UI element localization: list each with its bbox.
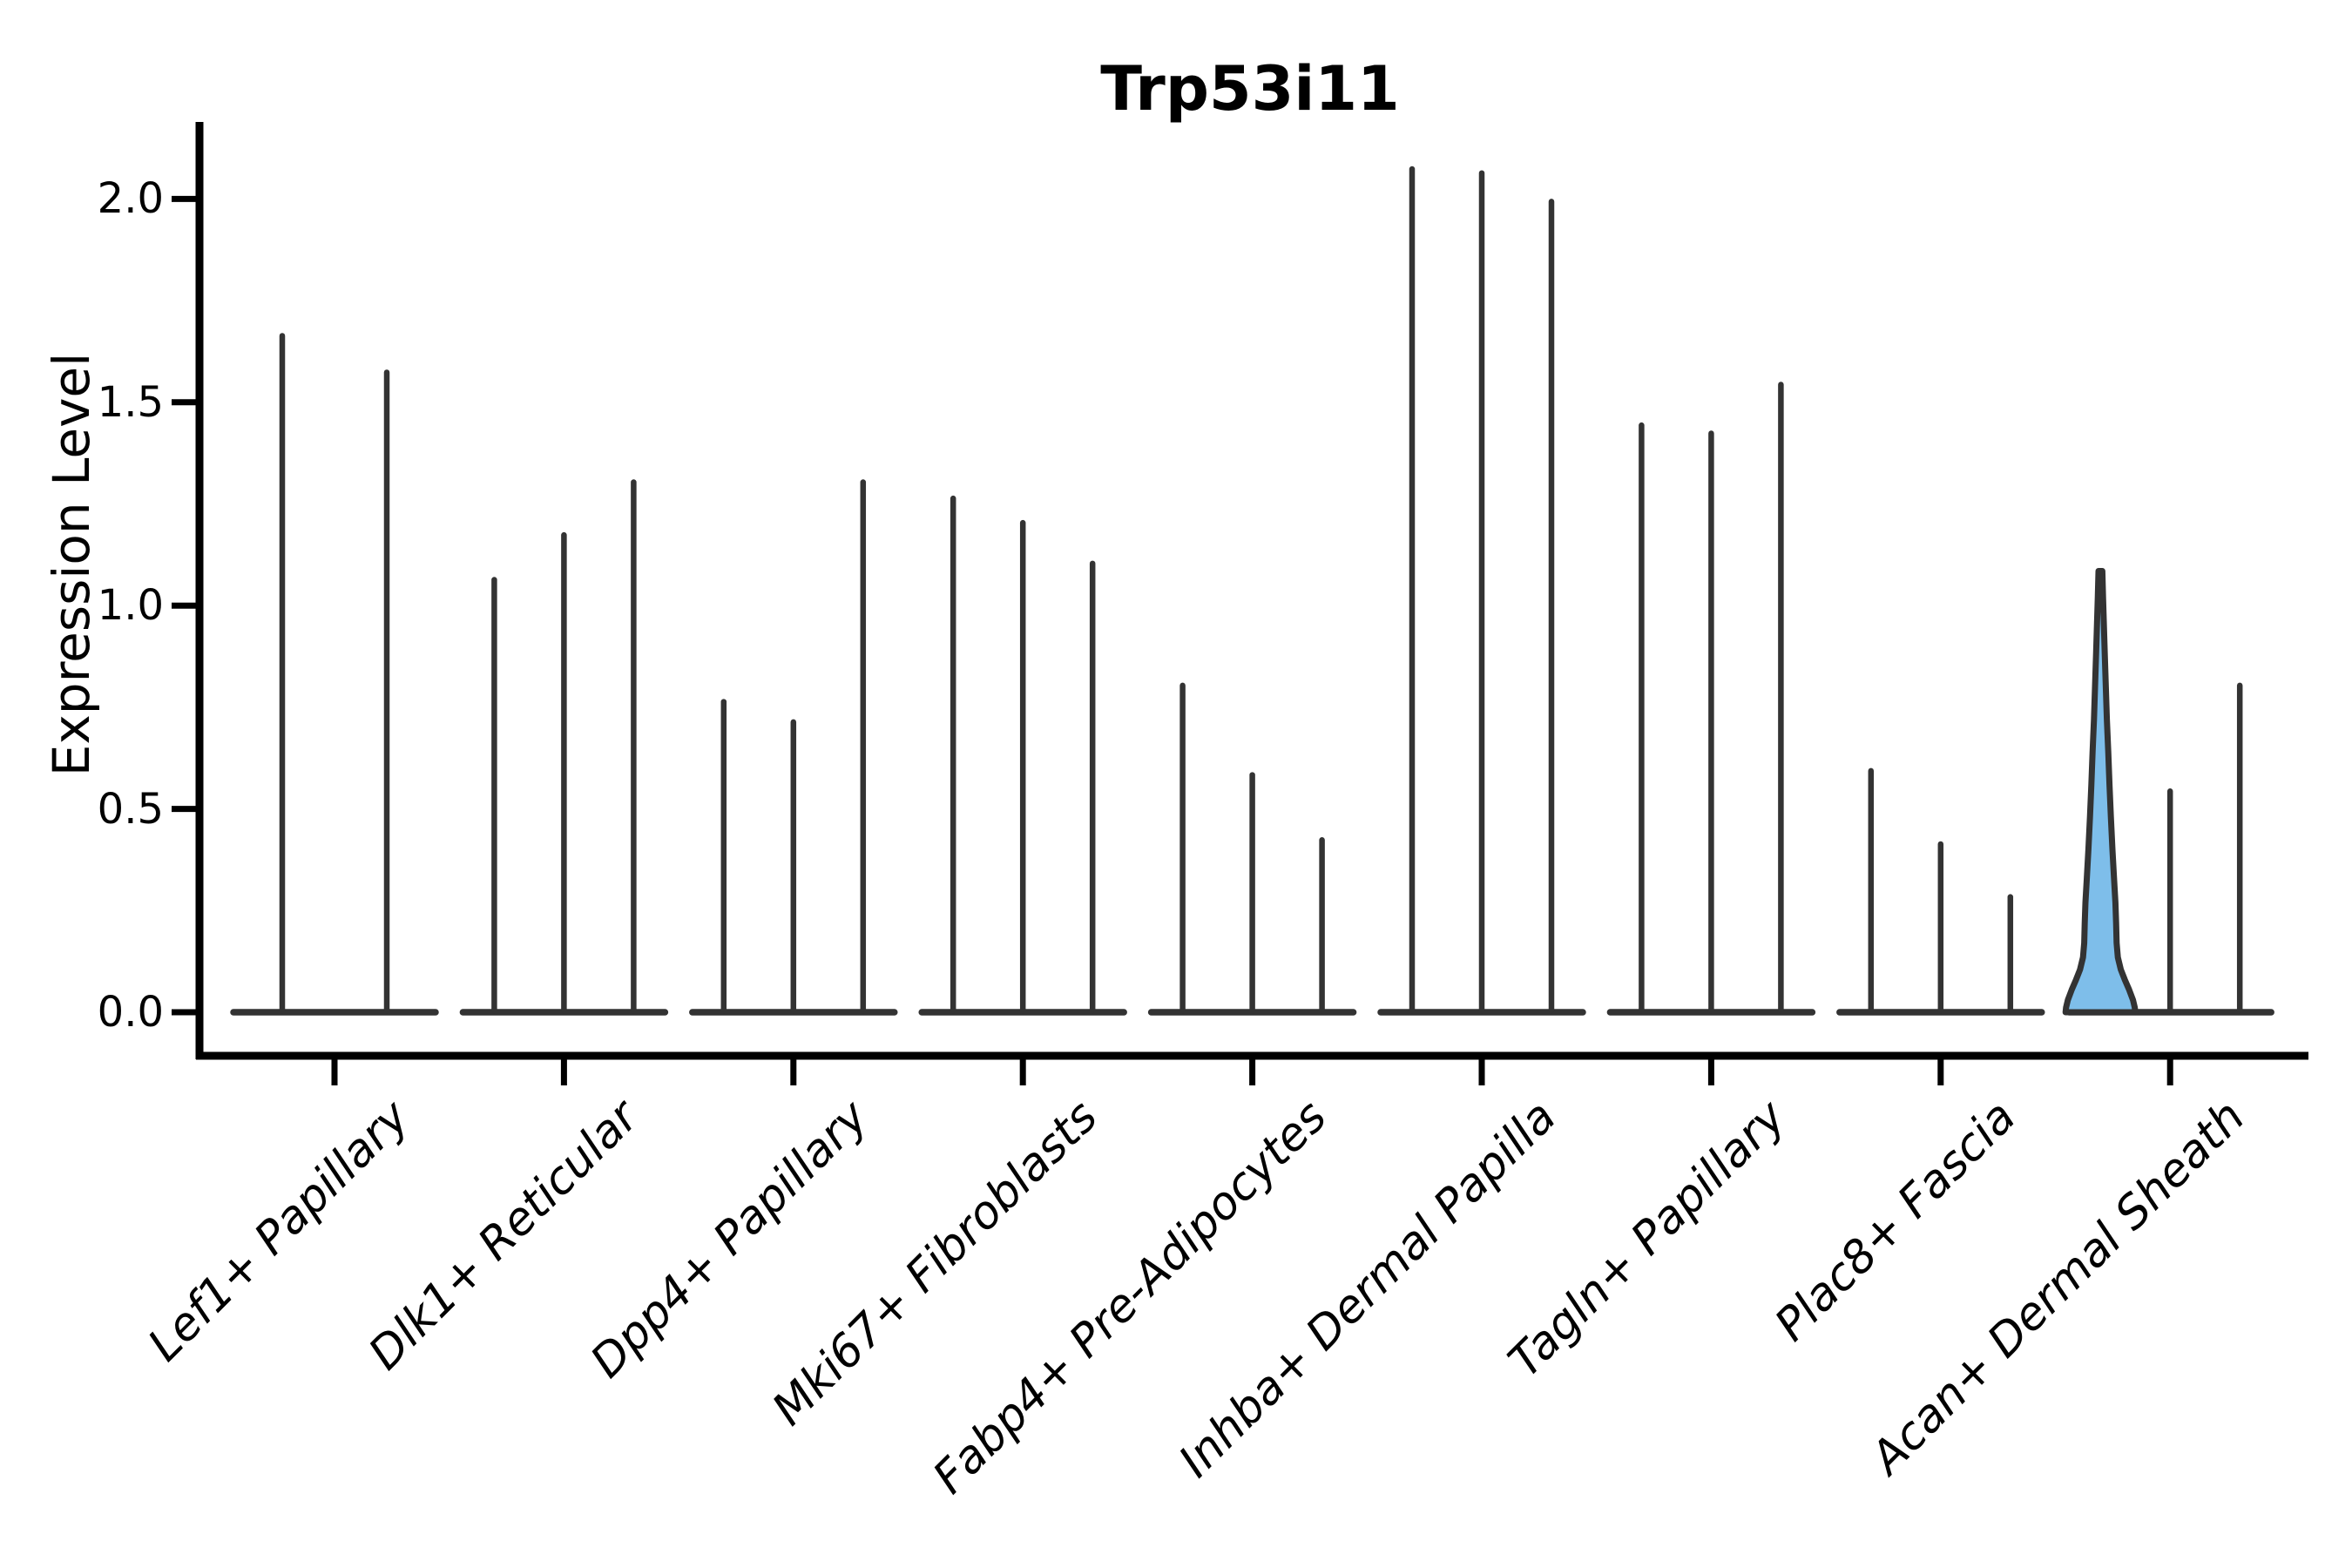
chart-title: Trp53i11 — [1100, 53, 1400, 125]
y-tick-label: 1.0 — [97, 581, 164, 631]
y-tick-label: 0.0 — [97, 988, 164, 1037]
y-tick-label: 0.5 — [97, 784, 164, 834]
y-tick-label: 1.5 — [97, 377, 164, 427]
highlighted-violin — [2062, 568, 2139, 1016]
y-tick-label: 2.0 — [97, 174, 164, 224]
